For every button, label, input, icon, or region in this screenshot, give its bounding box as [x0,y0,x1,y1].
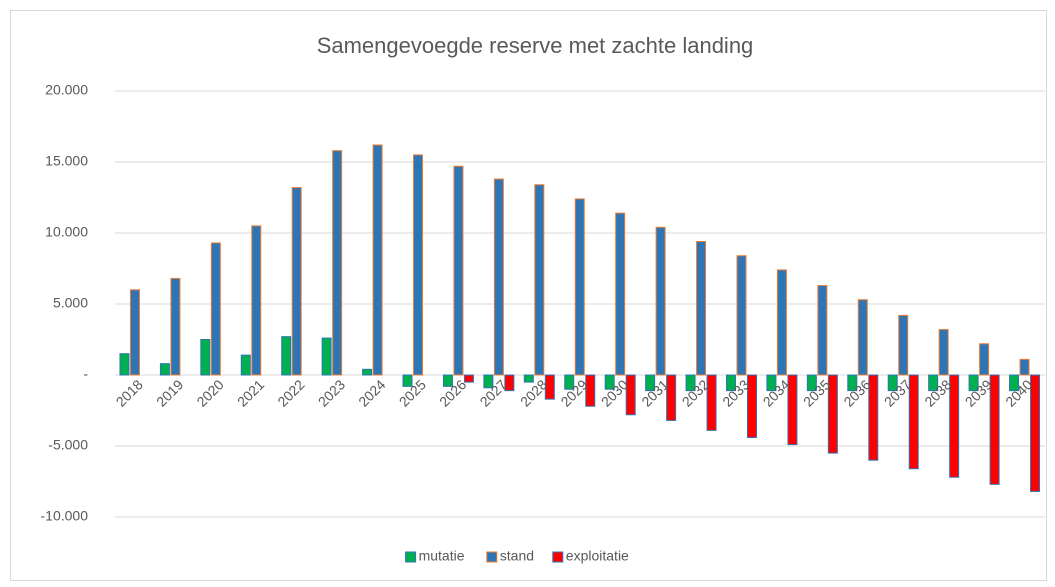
y-tick-label: 20.000 [45,82,88,98]
bar [968,374,979,392]
bar [696,241,707,376]
bar [453,165,464,376]
bar [645,374,656,392]
bar [129,289,140,376]
bar [806,374,817,392]
chart-title: Samengevoegde reserve met zachte landing [317,33,754,58]
bar [463,374,474,383]
bar [787,374,798,446]
y-tick-label: 10.000 [45,224,88,240]
bar [372,144,383,376]
legend-label: exploitatie [566,548,629,564]
bar [564,374,575,390]
bar [615,212,626,376]
bar [928,374,939,392]
bar [908,374,919,470]
bar [493,178,504,376]
y-tick-label: -10.000 [41,508,89,524]
bar [523,374,534,383]
bar [362,368,373,376]
y-tick-label: -5.000 [48,437,88,453]
bar [1019,358,1030,376]
y-tick-label: 5.000 [53,295,88,311]
bar [706,374,717,431]
legend-label: stand [500,548,534,564]
bar [159,363,170,376]
bar [868,374,879,461]
bar [240,354,251,376]
bar [1009,374,1020,392]
bar [1030,374,1041,492]
bar [655,226,666,376]
bar [442,374,453,387]
bar [119,353,130,376]
bar [979,343,990,376]
bar [736,255,747,376]
bar [847,374,858,392]
bar [827,374,838,454]
bar [817,285,828,376]
bar [170,277,181,376]
bar [746,374,757,438]
bar [251,225,262,376]
bar [534,184,545,376]
bar [857,299,868,376]
bar [776,269,787,376]
bar [949,374,960,478]
legend-swatch [552,551,564,563]
y-tick-label: 15.000 [45,153,88,169]
bar [585,374,596,407]
bar [413,154,424,376]
y-tick-label: - [83,366,88,382]
legend-swatch [486,551,498,563]
bar [544,374,555,400]
bar [504,374,515,392]
bar [887,374,898,392]
bar [402,374,413,387]
bar [574,198,585,376]
bar [666,374,677,421]
bar [725,374,736,392]
bar [210,242,221,376]
bar [898,314,909,376]
bar [321,337,332,376]
legend-swatch [405,551,417,563]
chart-border [10,10,1047,581]
bar [625,374,636,416]
bar [291,187,302,376]
bar [332,150,343,376]
bar [483,374,494,389]
legend-label: mutatie [419,548,465,564]
bar [938,329,949,376]
bar [200,339,211,376]
bar [604,374,615,390]
bar [685,374,696,392]
bar [766,374,777,392]
bar [281,336,292,376]
bar [989,374,1000,485]
